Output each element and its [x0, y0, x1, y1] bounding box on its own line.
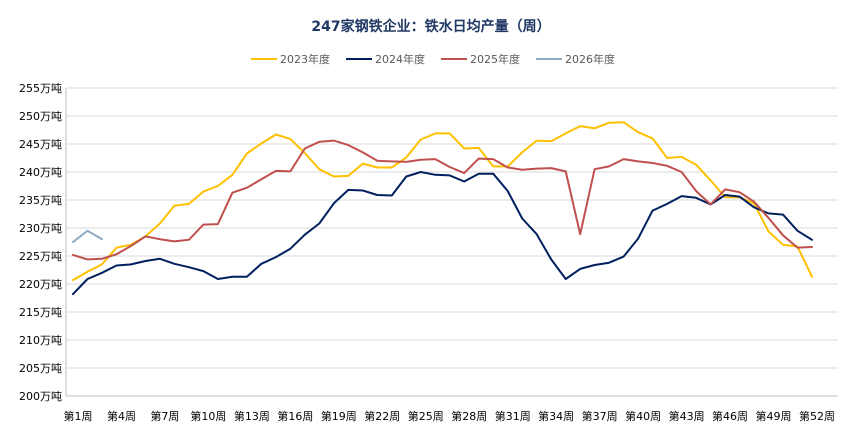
- y-axis-ticks: 200万吨 205万吨 210万吨 215万吨 220万吨 225万吨 230万吨 235万吨…: [19, 82, 62, 403]
- x-tick-label: 第19周: [321, 409, 357, 423]
- y-tick-label: 255万吨: [19, 82, 62, 95]
- legend-label: 2025年度: [470, 52, 520, 66]
- y-tick-label: 245万吨: [19, 138, 62, 151]
- legend-label: 2026年度: [565, 52, 615, 66]
- x-axis-ticks: 第1周 第4周 第7周 第10周 第13周 第16周 第19周 第22周 第25周 第28周 第31…: [64, 409, 836, 423]
- series-line-2023年度: [72, 121, 813, 282]
- x-tick-label: 第52周: [799, 409, 835, 423]
- series-line-2024年度: [72, 171, 813, 296]
- y-tick-label: 215万吨: [19, 306, 62, 319]
- y-tick-label: 230万吨: [19, 222, 62, 235]
- series-line-2026年度: [72, 229, 103, 243]
- x-tick-label: 第49周: [756, 409, 792, 423]
- y-tick-label: 235万吨: [19, 194, 62, 207]
- x-tick-label: 第7周: [150, 409, 179, 423]
- x-tick-label: 第43周: [669, 409, 705, 423]
- y-tick-label: 225万吨: [19, 250, 62, 263]
- x-tick-label: 第40周: [625, 409, 661, 423]
- x-tick-label: 第1周: [64, 409, 93, 423]
- x-tick-label: 第22周: [364, 409, 400, 423]
- series-line-2025年度: [72, 139, 813, 261]
- series-lines: [72, 121, 813, 296]
- x-tick-label: 第4周: [107, 409, 136, 423]
- y-tick-label: 200万吨: [19, 390, 62, 403]
- x-tick-label: 第25周: [408, 409, 444, 423]
- x-tick-label: 第37周: [582, 409, 618, 423]
- x-tick-label: 第34周: [538, 409, 574, 423]
- y-tick-label: 220万吨: [19, 278, 62, 291]
- gridlines: [65, 87, 838, 397]
- x-tick-label: 第16周: [277, 409, 313, 423]
- legend-label: 2023年度: [280, 52, 330, 66]
- legend: 2023年度 2024年度 2025年度 2026年度: [251, 52, 615, 66]
- y-tick-label: 250万吨: [19, 110, 62, 123]
- x-tick-label: 第31周: [495, 409, 531, 423]
- x-tick-label: 第46周: [712, 409, 748, 423]
- x-tick-label: 第28周: [451, 409, 487, 423]
- x-tick-label: 第13周: [234, 409, 270, 423]
- legend-label: 2024年度: [375, 52, 425, 66]
- y-tick-label: 240万吨: [19, 166, 62, 179]
- chart-title: 247家钢铁企业：铁水日均产量（周）: [311, 18, 550, 35]
- y-tick-label: 205万吨: [19, 362, 62, 375]
- x-tick-label: 第10周: [190, 409, 226, 423]
- y-tick-label: 210万吨: [19, 334, 62, 347]
